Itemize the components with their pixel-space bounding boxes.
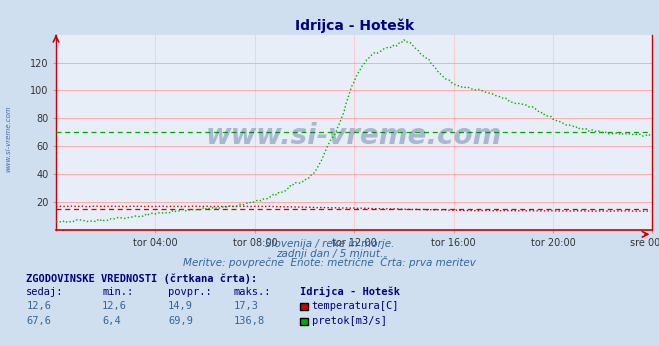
Text: 12,6: 12,6 [102,301,127,311]
Text: min.:: min.: [102,287,133,297]
Text: Slovenija / reke in morje.: Slovenija / reke in morje. [265,239,394,249]
Text: 136,8: 136,8 [234,316,265,326]
Text: ZGODOVINSKE VREDNOSTI (črtkana črta):: ZGODOVINSKE VREDNOSTI (črtkana črta): [26,273,258,284]
Text: 17,3: 17,3 [234,301,259,311]
Title: Idrijca - Hotešk: Idrijca - Hotešk [295,19,414,34]
Text: zadnji dan / 5 minut.: zadnji dan / 5 minut. [276,249,383,259]
Text: www.si-vreme.com: www.si-vreme.com [5,105,11,172]
Text: pretok[m3/s]: pretok[m3/s] [312,316,387,326]
Text: 14,9: 14,9 [168,301,193,311]
Text: sedaj:: sedaj: [26,287,64,297]
Text: Idrijca - Hotešk: Idrijca - Hotešk [300,286,400,297]
Text: maks.:: maks.: [234,287,272,297]
Text: 69,9: 69,9 [168,316,193,326]
Text: Meritve: povprečne  Enote: metrične  Črta: prva meritev: Meritve: povprečne Enote: metrične Črta:… [183,256,476,268]
Text: www.si-vreme.com: www.si-vreme.com [206,122,502,150]
Text: 12,6: 12,6 [26,301,51,311]
Text: 6,4: 6,4 [102,316,121,326]
Text: temperatura[C]: temperatura[C] [312,301,399,311]
Text: 67,6: 67,6 [26,316,51,326]
Text: povpr.:: povpr.: [168,287,212,297]
